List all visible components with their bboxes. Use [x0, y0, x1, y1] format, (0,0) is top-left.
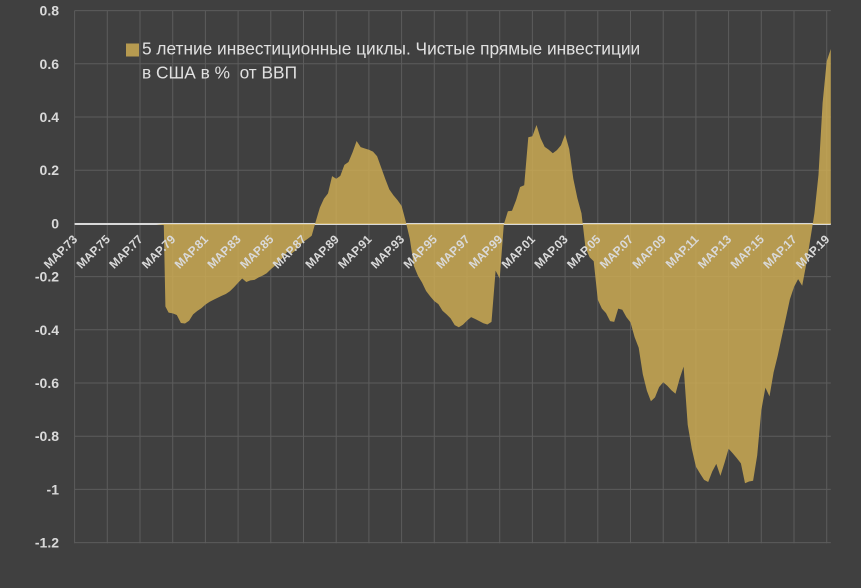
svg-text:-0.2: -0.2	[35, 269, 59, 285]
svg-text:-0.6: -0.6	[35, 375, 59, 391]
svg-text:-0.8: -0.8	[35, 428, 59, 444]
svg-text:-0.4: -0.4	[35, 322, 59, 338]
svg-text:в США в % от ВВП: в США в % от ВВП	[142, 63, 297, 83]
svg-text:-1.2: -1.2	[35, 535, 59, 551]
svg-text:0.4: 0.4	[40, 109, 60, 125]
svg-text:0.8: 0.8	[40, 3, 60, 19]
svg-text:0: 0	[51, 215, 59, 231]
svg-text:-1: -1	[47, 481, 60, 497]
svg-text:0.6: 0.6	[40, 56, 60, 72]
svg-text:5 летние инвестиционные циклы.: 5 летние инвестиционные циклы. Чистые пр…	[142, 39, 640, 59]
svg-text:0.2: 0.2	[40, 162, 60, 178]
